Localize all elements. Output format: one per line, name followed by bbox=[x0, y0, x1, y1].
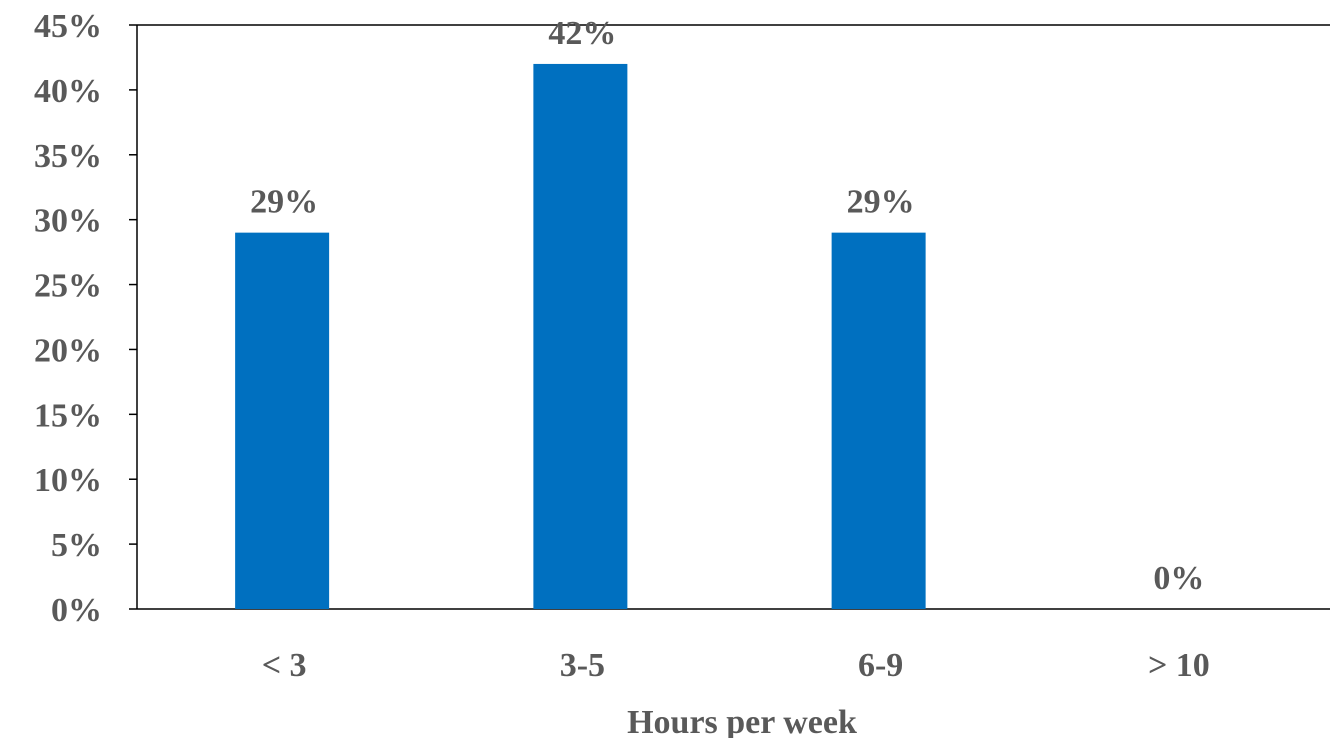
data-label: 29% bbox=[847, 184, 915, 221]
y-tick-label: 25% bbox=[34, 268, 102, 305]
y-tick-label: 35% bbox=[34, 138, 102, 175]
x-tick-label: 6-9 bbox=[858, 647, 903, 684]
y-tick-label: 40% bbox=[34, 73, 102, 110]
y-tick-label: 5% bbox=[51, 527, 102, 564]
x-tick-label: < 3 bbox=[262, 647, 307, 684]
bar bbox=[235, 232, 330, 609]
x-axis-labels: < 3 3-5 6-9 > 10 bbox=[262, 647, 1210, 684]
y-tick-label: 0% bbox=[51, 592, 102, 629]
data-label: 0% bbox=[1153, 560, 1204, 597]
x-axis-title: Hours per week bbox=[627, 704, 857, 738]
data-label: 29% bbox=[250, 184, 318, 221]
data-label: 42% bbox=[548, 15, 616, 52]
y-tick-label: 10% bbox=[34, 462, 102, 499]
data-labels: 29% 42% 29% 0% bbox=[250, 15, 1204, 597]
y-tick-label: 20% bbox=[34, 332, 102, 369]
plot-area bbox=[136, 24, 1330, 610]
x-tick-label: 3-5 bbox=[560, 647, 605, 684]
y-tick-label: 15% bbox=[34, 397, 102, 434]
bar bbox=[831, 232, 926, 609]
y-tick-label: 30% bbox=[34, 203, 102, 240]
bar bbox=[533, 63, 628, 609]
bar-series bbox=[235, 63, 926, 609]
y-tick-label: 45% bbox=[34, 8, 102, 45]
x-tick-label: > 10 bbox=[1148, 647, 1210, 684]
y-axis-ticks: 0% 5% 10% 15% 20% 25% 30% 35% 40% 45% bbox=[34, 8, 137, 629]
